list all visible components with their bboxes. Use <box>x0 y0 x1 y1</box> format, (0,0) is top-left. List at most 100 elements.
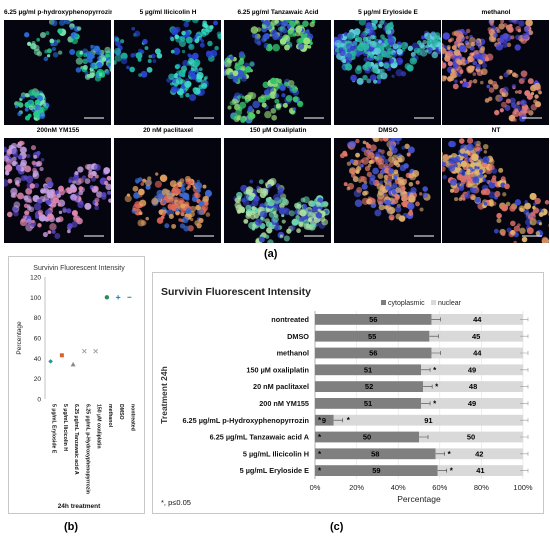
error-bar-nuclear <box>520 317 529 322</box>
micrograph-image <box>334 138 441 243</box>
value-label-cytoplasmic: 51 <box>364 365 372 374</box>
micrograph-caption: 6.25 µg/ml Tanzawaic Acid <box>237 9 319 16</box>
value-label-nuclear: 50 <box>467 433 475 442</box>
bar-chart-title: Survivin Fluorescent Intensity <box>161 286 311 298</box>
error-bar-nuclear <box>520 451 529 456</box>
value-label-cytoplasmic: 50 <box>363 433 371 442</box>
micrograph-image <box>114 138 221 243</box>
value-label-nuclear: 41 <box>476 466 484 475</box>
y-tick-label: 60 <box>34 336 42 343</box>
micrograph-caption: 5 µg/ml Ilicicolin H <box>139 9 197 16</box>
bar-nuclear <box>421 364 523 376</box>
micrograph-image <box>4 20 111 125</box>
micrograph-caption: NT <box>491 127 501 134</box>
bar-cytoplasmic <box>315 465 438 476</box>
bar-cytoplasmic <box>315 398 422 409</box>
micrograph-tile: 6.25 µg/ml p-hydroxyphenopyrrozin <box>4 6 112 126</box>
row-label: 5 µg/mL Ilicicolin H <box>243 449 309 458</box>
significance-star: * <box>450 467 454 476</box>
y-tick-label: 40 <box>34 356 42 363</box>
x-category-label: 5 µg/mL Ilicicolin H <box>62 404 68 451</box>
x-tick-label: 100% <box>513 483 533 492</box>
value-label-cytoplasmic: 55 <box>368 332 376 341</box>
significance-star: * <box>448 450 452 459</box>
significance-star: * <box>318 450 322 459</box>
micrograph-tile: 5 µg/ml Eryloside E <box>334 6 442 126</box>
micrograph-caption: 5 µg/ml Eryloside E <box>358 9 418 16</box>
scatter-point <box>93 348 98 354</box>
significance-star: * <box>433 399 437 408</box>
bar-cytoplasmic <box>315 431 419 443</box>
value-label-cytoplasmic: 59 <box>372 466 380 475</box>
bar-nuclear <box>431 347 523 359</box>
scatter-point <box>104 295 110 300</box>
micrograph-tile: 5 µg/ml Ilicicolin H <box>114 6 222 126</box>
micrograph-row-2: 200nM YM155 20 nM paclitaxel 150 µM Oxalip… <box>0 124 550 244</box>
value-label-nuclear: 42 <box>475 449 483 458</box>
micrograph-caption: 20 nM paclitaxel <box>143 127 193 134</box>
x-axis-label: 24h treatment <box>58 503 101 510</box>
micrograph-caption: methanol <box>481 9 511 16</box>
error-bar-nuclear <box>520 468 529 473</box>
scatter-point <box>59 353 64 358</box>
micrograph-row-1: 6.25 µg/ml p-hydroxyphenopyrrozin 5 µg/ml… <box>0 6 550 126</box>
error-bar-cytoplasmic <box>431 351 441 355</box>
x-tick-label: 0% <box>310 483 321 492</box>
x-category-label: nontreated <box>129 404 135 431</box>
bar-chart-panel: Survivin Fluorescent Intensity cytoplasmi… <box>152 272 544 514</box>
bar-nuclear <box>431 314 523 325</box>
micrograph-image <box>114 20 221 125</box>
error-bar-cytoplasmic <box>429 334 439 339</box>
error-bar-nuclear <box>520 384 529 389</box>
scatter-chart: Survivin Fluorescent Intensity 0 20 40 60 80 1… <box>16 265 135 510</box>
error-bar-cytoplasmic <box>421 367 431 372</box>
legend-swatch-nuclear <box>431 300 436 305</box>
row-label: 200 nM YM155 <box>259 399 309 408</box>
legend-swatch-cytoplasmic <box>381 300 386 305</box>
value-label-nuclear: 45 <box>472 332 480 341</box>
micrograph-tile: 20 nM paclitaxel <box>114 124 222 244</box>
value-label-nuclear: 44 <box>473 315 482 324</box>
panel-label-b: (b) <box>64 521 79 533</box>
scatter-point <box>70 361 76 367</box>
micrograph-caption: 6.25 µg/ml p-hydroxyphenopyrrozin <box>4 9 112 16</box>
micrograph-caption: DMSO <box>378 127 398 134</box>
value-label-cytoplasmic: 56 <box>369 349 377 358</box>
error-bar-cytoplasmic <box>435 451 445 456</box>
significance-star: * <box>318 433 322 442</box>
bar-nuclear <box>437 465 523 476</box>
micrograph-tile: DMSO <box>334 124 442 244</box>
row-label: methanol <box>277 349 309 358</box>
scatter-chart-panel: Survivin Fluorescent Intensity 0 20 40 60 80 1… <box>8 256 145 514</box>
x-tick-label: 80% <box>474 483 489 492</box>
x-category-label: methanol <box>107 404 113 428</box>
legend-label-nuclear: nuclear <box>438 300 462 307</box>
bar-nuclear <box>333 414 523 426</box>
scatter-point <box>115 295 121 300</box>
panel-label-c: (c) <box>330 521 344 533</box>
x-tick-label: 20% <box>349 483 364 492</box>
significance-star: * <box>433 366 437 375</box>
y-tick-label: 80 <box>34 315 42 322</box>
micrograph-caption: 150 µM Oxaliplatin <box>249 127 307 134</box>
row-label: DMSO <box>287 332 309 341</box>
scatter-point <box>82 348 87 354</box>
bar-cytoplasmic <box>315 330 430 342</box>
x-tick-label: 40% <box>391 483 406 492</box>
error-bar-cytoplasmic <box>431 317 441 322</box>
x-category-label: 5 µg/mL Eryloside E <box>51 404 57 454</box>
value-label-cytoplasmic: 51 <box>364 399 372 408</box>
bar-nuclear <box>419 431 523 443</box>
micrograph-tile: 200nM YM155 <box>4 124 112 244</box>
y-axis-label: Percentage <box>16 321 23 355</box>
y-tick-label: 20 <box>34 376 42 383</box>
error-bar-nuclear <box>520 401 529 406</box>
x-tick-label: 60% <box>432 483 447 492</box>
x-category-label: DMSO <box>118 404 124 420</box>
error-bar-nuclear <box>520 435 529 439</box>
bar-cytoplasmic <box>315 364 422 376</box>
value-label-nuclear: 49 <box>468 365 476 374</box>
y-tick-label: 0 <box>37 397 41 404</box>
error-bar-cytoplasmic <box>419 435 429 439</box>
micrograph-caption: 200nM YM155 <box>36 127 80 134</box>
